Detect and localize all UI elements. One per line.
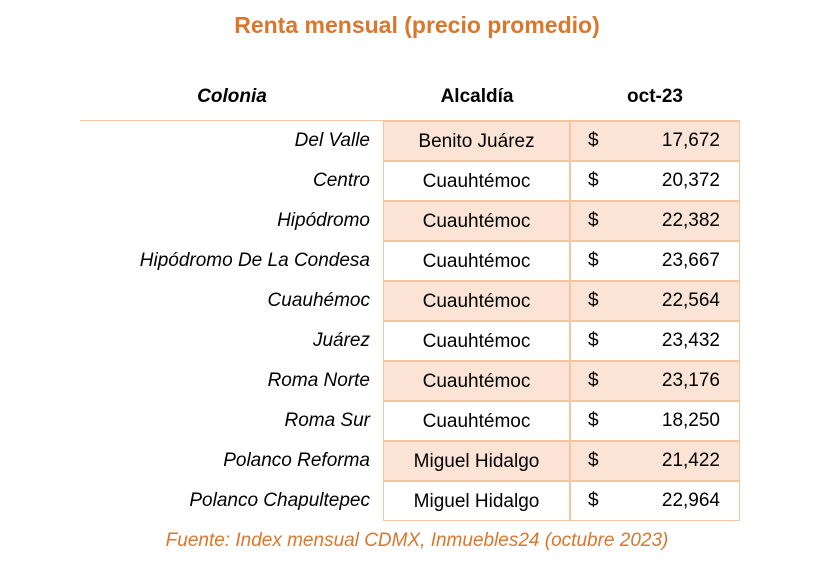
currency-symbol: $ [588, 450, 599, 471]
header-alcaldia: Alcaldía [440, 86, 514, 107]
title: Renta mensual (precio promedio) [234, 12, 600, 38]
colonia-cell: Centro [312, 170, 370, 191]
value-cell [570, 201, 740, 241]
value-cell [570, 401, 740, 441]
rent-value: 17,672 [661, 130, 720, 151]
alcaldia-cell: Benito Juárez [383, 121, 570, 161]
currency-symbol: $ [588, 250, 599, 271]
alcaldia-cell: Cuauhtémoc [383, 321, 570, 361]
rent-value: 23,176 [661, 370, 720, 391]
currency-symbol: $ [588, 410, 599, 431]
alcaldia-cell: Cuauhtémoc [383, 401, 570, 441]
alcaldia-cell: Miguel Hidalgo [383, 481, 570, 521]
header-colonia: Colonia [197, 86, 267, 107]
alcaldia-cell: Cuauhtémoc [383, 241, 570, 281]
colonia-cell: Juárez [312, 330, 370, 351]
rent-value: 22,564 [661, 290, 720, 311]
rent-value: 23,432 [661, 330, 720, 351]
value-cell [570, 161, 740, 201]
currency-symbol: $ [588, 210, 599, 231]
rent-value: 22,382 [661, 210, 720, 231]
rent-value: 20,372 [661, 170, 720, 191]
rent-value: 22,964 [661, 490, 720, 511]
colonia-cell: Roma Sur [284, 410, 370, 431]
value-cell [570, 241, 740, 281]
value-cell [570, 441, 740, 481]
currency-symbol: $ [588, 170, 599, 191]
colonia-cell: Hipódromo [277, 210, 370, 231]
value-cell [570, 281, 740, 321]
alcaldia-cell: Cuauhtémoc [383, 161, 570, 201]
value-cell [570, 481, 740, 521]
value-cell [570, 361, 740, 401]
alcaldia-cell: Cuauhtémoc [383, 281, 570, 321]
header-rule [80, 120, 740, 121]
currency-symbol: $ [588, 490, 599, 511]
currency-symbol: $ [588, 370, 599, 391]
colonia-cell: Cuauhémoc [267, 290, 370, 311]
rent-value: 18,250 [661, 410, 720, 431]
currency-symbol: $ [588, 290, 599, 311]
colonia-cell: Polanco Chapultepec [189, 490, 370, 511]
value-cell [570, 121, 740, 161]
colonia-cell: Roma Norte [267, 370, 370, 391]
colonia-cell: Polanco Reforma [223, 450, 370, 471]
rent-value: 21,422 [661, 450, 720, 471]
header-date: oct-23 [627, 86, 683, 107]
currency-symbol: $ [588, 330, 599, 351]
colonia-cell: Del Valle [294, 130, 370, 151]
alcaldia-cell: Cuauhtémoc [383, 361, 570, 401]
currency-symbol: $ [588, 130, 599, 151]
value-cell [570, 321, 740, 361]
source-note: Fuente: Index mensual CDMX, Inmuebles24 … [165, 530, 669, 551]
rent-value: 23,667 [661, 250, 720, 271]
alcaldia-cell: Cuauhtémoc [383, 201, 570, 241]
alcaldia-cell: Miguel Hidalgo [383, 441, 570, 481]
colonia-cell: Hipódromo De La Condesa [139, 250, 370, 271]
